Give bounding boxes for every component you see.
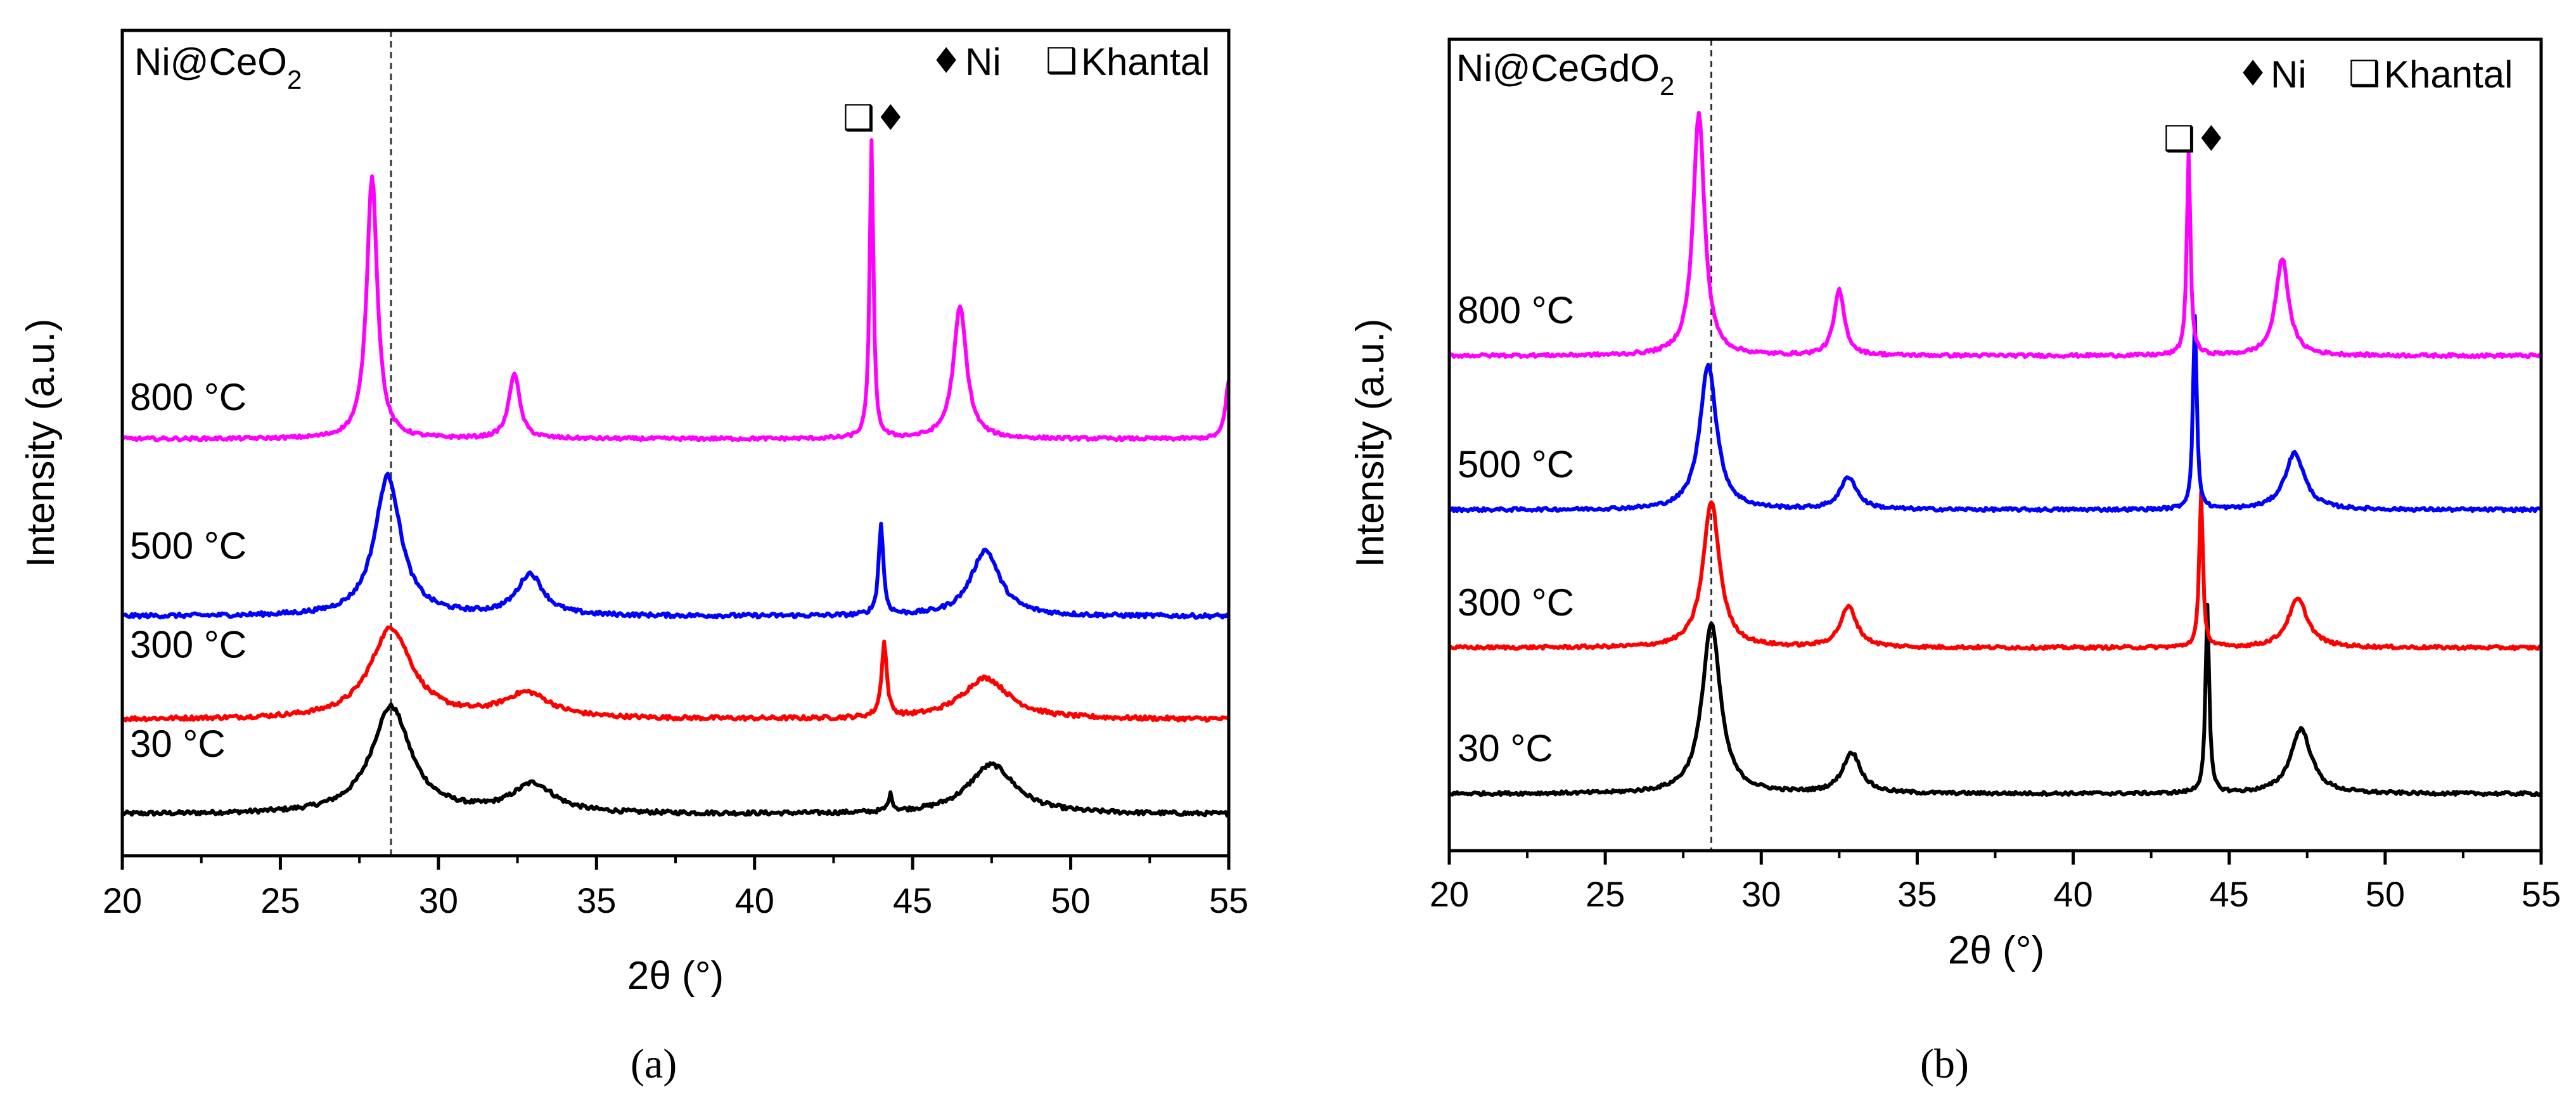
series-500c-line: [1448, 314, 2542, 513]
series-800c-line: [121, 138, 1231, 442]
x-tick-label: 55: [2522, 874, 2561, 914]
series-300c-line: [1448, 490, 2542, 652]
x-tick-label: 40: [2053, 874, 2092, 914]
x-tick-label: 20: [1430, 874, 1469, 914]
legend-khantal-label: Khantal: [2384, 53, 2513, 96]
x-tick-label: 50: [2366, 874, 2405, 914]
panel-a-caption: (a): [631, 1041, 677, 1087]
legend-khantal-symbol: ❑: [2349, 53, 2380, 94]
series-300c-line: [122, 625, 1231, 723]
series-label: 500 °C: [130, 524, 247, 567]
series-30c-line: [1448, 602, 2543, 797]
series-label: 300 °C: [130, 624, 247, 666]
legend-khantal-label: Khantal: [1081, 41, 1210, 83]
panel-a-peak-marker: ❑♦: [843, 98, 906, 139]
series-label: 300 °C: [1458, 581, 1574, 624]
panel-a-traces: 30 °C 300 °C 500 °C 800 °C: [120, 30, 1231, 856]
panel-b-frame: [1447, 37, 2543, 853]
series-label: 30 °C: [130, 723, 226, 765]
panel-b-traces: 30 °C 300 °C 500 °C 800 °C: [1448, 39, 2543, 851]
panel-a-legend: ♦ Ni ❑ Khantal: [930, 41, 1210, 83]
panel-a-ylabel: Intensity (a.u.): [19, 319, 63, 568]
x-tick-label: 25: [260, 880, 300, 920]
series-800c-line: [1448, 111, 2542, 359]
x-tick-label: 50: [1051, 880, 1090, 920]
x-tick-label: 55: [1209, 880, 1248, 920]
series-30c-line: [120, 702, 1229, 818]
x-tick-label: 35: [1897, 874, 1937, 914]
x-tick-label: 35: [577, 880, 616, 920]
series-label: 800 °C: [1458, 289, 1574, 332]
series-label: 500 °C: [1458, 443, 1574, 486]
legend-ni-symbol: ♦: [2237, 53, 2269, 94]
panel-b-peak-marker: ❑♦: [2163, 119, 2227, 160]
panel-a-title: Ni@CeO2: [134, 41, 302, 94]
x-tick-label: 45: [893, 880, 932, 920]
x-tick-label: 30: [419, 880, 458, 920]
x-tick-label: 20: [103, 880, 142, 920]
x-tick-label: 25: [1586, 874, 1625, 914]
legend-khantal-symbol: ❑: [1046, 41, 1077, 82]
panel-b-xlabel: 2θ (°): [1948, 929, 2044, 972]
panel-b-ylabel: Intensity (a.u.): [1349, 319, 1392, 568]
legend-ni-symbol: ♦: [930, 41, 962, 82]
legend-ni-label: Ni: [965, 41, 1001, 83]
panel-b-legend: ♦ Ni ❑ Khantal: [2237, 53, 2513, 96]
panel-b-axes: 20 25 30 35 40 45 50 55: [1430, 851, 2561, 914]
x-tick-label: 30: [1741, 874, 1781, 914]
panel-a: 30 °C 300 °C 500 °C 800 °C 20 25 30 35 40 45 50 55…: [19, 29, 1248, 1087]
legend-ni-label: Ni: [2271, 53, 2307, 96]
x-tick-label: 45: [2210, 874, 2249, 914]
panel-a-axes: 20 25 30 35 40 45 50 55: [103, 856, 1248, 920]
panel-a-frame: [120, 29, 1231, 858]
panel-b-title: Ni@CeGdO2: [1456, 47, 1674, 101]
panel-b-caption: (b): [1920, 1041, 1969, 1087]
panel-a-xlabel: 2θ (°): [627, 954, 724, 998]
series-label: 800 °C: [130, 376, 247, 418]
series-label: 30 °C: [1458, 727, 1553, 770]
x-tick-label: 40: [735, 880, 774, 920]
panel-b: 30 °C 300 °C 500 °C 800 °C 20 25 30 35 40 45 50 55…: [1349, 37, 2561, 1087]
series-500c-line: [122, 472, 1231, 620]
